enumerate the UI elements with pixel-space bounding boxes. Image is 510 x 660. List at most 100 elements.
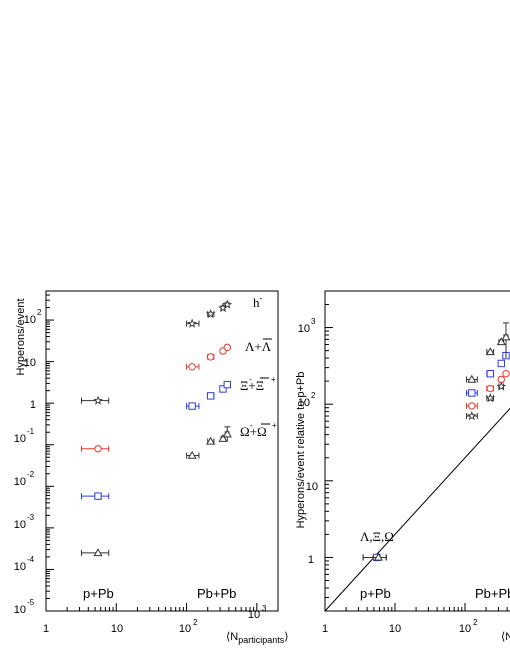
right-star-marker <box>466 410 477 421</box>
left-square-marker <box>188 402 196 410</box>
right-point-triangle <box>362 552 387 561</box>
left-y-tick-label-0: 10 <box>14 604 26 616</box>
left-series-circle <box>81 343 232 453</box>
right-point-square <box>465 389 478 397</box>
left-point-circle <box>206 353 215 361</box>
right-square-marker <box>468 389 476 397</box>
left-series-star <box>81 299 233 405</box>
left-star-marker <box>187 318 197 328</box>
left-x-tick-label-0: 1 <box>43 623 49 635</box>
omega-sup-left: - <box>250 421 253 430</box>
right-point-circle <box>465 402 478 410</box>
left-point-circle <box>223 343 232 352</box>
h-minus-sup: - <box>260 293 263 303</box>
left-point-triangle <box>81 548 110 557</box>
right-series-triangle <box>362 322 510 561</box>
left-point-square <box>186 402 200 410</box>
right-point-triangle <box>501 322 510 359</box>
left-point-star <box>222 299 233 309</box>
right-x-tick-label-1: 10 <box>389 623 401 635</box>
left-x-axis-title-subscript: participants <box>238 635 285 645</box>
right-y-tick-label-3: 10 <box>298 323 310 335</box>
left-y-tick-exp-5: -1 <box>27 427 35 436</box>
right-y-axis <box>325 290 333 612</box>
left-series-triangle <box>81 426 232 557</box>
right-point-circle <box>497 375 505 384</box>
left-triangle-marker <box>93 548 103 557</box>
right-point-circle <box>486 384 495 393</box>
left-point-square <box>81 492 110 500</box>
right-point-star <box>465 410 478 421</box>
right-y-tick-label-2: 10 <box>298 397 310 409</box>
left-y-tick-label-5: 10 <box>14 433 26 445</box>
left-y-tick-exp-0: -5 <box>27 598 35 607</box>
lambda-text: Λ+Λ <box>245 339 272 354</box>
right-data-marks <box>362 322 510 562</box>
right-y-tick-exp-3: 3 <box>311 317 316 326</box>
left-triangle-marker <box>222 429 232 438</box>
h-minus-text: h <box>253 295 260 310</box>
left-data-marks <box>81 299 233 557</box>
left-y-tick-label-1: 10 <box>14 561 26 573</box>
left-point-star <box>186 318 200 328</box>
left-point-square <box>223 380 232 389</box>
omega-label: Ω+Ω - + <box>240 421 277 439</box>
right-y-tick-exp-2: 2 <box>311 391 316 400</box>
left-point-circle <box>186 363 200 371</box>
left-x-axis <box>45 603 279 611</box>
right-y-axis-title: Hyperons/event relative to p+Pb <box>295 372 307 529</box>
left-y-tick-exp-1: -4 <box>27 555 35 564</box>
right-series-star <box>465 381 507 421</box>
left-x-tick-label-2: 10 <box>179 623 191 635</box>
right-y-tick-labels: 1 10 10 2 10 3 <box>298 317 318 566</box>
right-square-marker <box>486 369 495 378</box>
left-plot-frame <box>45 290 279 612</box>
right-circle-marker <box>502 369 510 378</box>
right-triangle-marker <box>496 337 506 346</box>
left-circle-marker <box>223 343 232 352</box>
xi-label: Ξ+Ξ - + <box>240 375 276 393</box>
right-point-square <box>486 369 495 378</box>
left-panel-chart: 1 10 10 2 10 3 10 -5 10 -4 10 -3 10 -2 1… <box>14 290 289 645</box>
svg-text:⟨Nparticipants⟩: ⟨Nparticipants⟩ <box>226 631 289 645</box>
left-triangle-marker <box>206 436 216 445</box>
right-lxo-label: Λ,Ξ,Ω <box>360 529 394 544</box>
left-star-marker <box>222 299 233 309</box>
left-square-marker <box>219 385 227 393</box>
right-x-tick-label-0: 1 <box>322 623 328 635</box>
left-square-marker <box>94 492 102 500</box>
left-point-triangle <box>222 426 232 442</box>
left-y-axis <box>46 290 54 612</box>
right-x-tick-exp-2: 2 <box>473 618 478 627</box>
right-triangle-marker <box>373 552 384 561</box>
left-star-marker <box>205 308 216 319</box>
right-triangle-marker <box>485 347 495 356</box>
right-point-star <box>496 381 507 391</box>
left-y-tick-label-6: 10 <box>24 357 36 369</box>
svg-text:h-: h- <box>253 293 263 310</box>
right-triangle-marker <box>501 332 510 341</box>
right-x-tick-label-2: 10 <box>459 623 471 635</box>
right-point-circle <box>502 369 510 378</box>
xi-sup-left: - <box>249 375 252 384</box>
left-pbpb-label: Pb+Pb <box>197 586 236 601</box>
xi-text-1: Ξ+Ξ <box>240 378 264 393</box>
left-x-tick-labels: 1 10 10 2 10 3 <box>43 604 267 635</box>
left-circle-marker <box>188 363 196 371</box>
right-star-marker <box>496 381 507 391</box>
left-ppb-label: p+Pb <box>83 586 114 601</box>
left-y-tick-exp-2: -3 <box>27 513 35 522</box>
right-plot-frame <box>324 290 510 612</box>
right-circle-marker <box>468 402 476 410</box>
left-y-tick-exp-3: -2 <box>27 470 35 479</box>
left-circle-marker <box>206 353 215 361</box>
right-square-marker <box>497 359 505 368</box>
left-circle-marker <box>94 445 102 453</box>
left-x-tick-exp-3: 3 <box>262 604 267 613</box>
left-point-star <box>205 308 216 319</box>
left-y-tick-label-4: 1 <box>30 399 36 411</box>
right-x-tick-labels: 1 10 10 2 <box>322 618 478 635</box>
right-point-square <box>497 359 505 368</box>
h-minus-label: h- <box>253 293 263 310</box>
right-pbpb-label: Pb+Pb <box>475 586 510 601</box>
